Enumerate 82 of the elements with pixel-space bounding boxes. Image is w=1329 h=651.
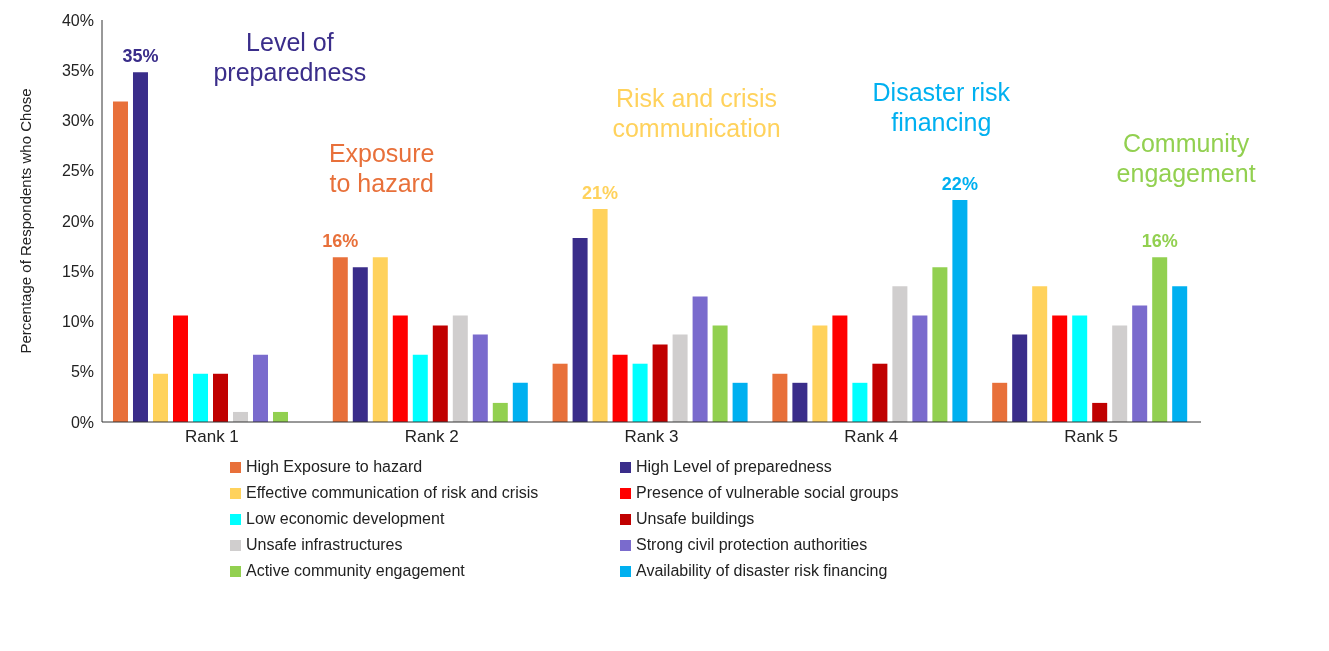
y-tick-label: 25% — [61, 162, 94, 180]
bar — [152, 373, 168, 422]
y-axis-title: Percentage of Respondents who Chose — [17, 88, 35, 354]
data-label: 21% — [582, 182, 619, 203]
bar — [992, 382, 1008, 422]
y-tick-label: 5% — [70, 363, 94, 381]
x-tick-label: Rank 4 — [844, 427, 899, 447]
bar — [372, 257, 388, 422]
bar — [452, 315, 468, 422]
annotation: Exposure to hazard — [328, 138, 435, 197]
bar — [852, 382, 868, 422]
bar — [772, 373, 788, 422]
x-tick-label: Rank 5 — [1064, 427, 1119, 447]
annotation: Disaster risk financing — [872, 78, 1011, 137]
bar — [1092, 402, 1108, 422]
bar — [1112, 325, 1128, 422]
annotation: Community engagement — [1116, 128, 1256, 187]
bar — [432, 325, 448, 422]
annotation: Level of preparedness — [213, 28, 367, 87]
legend-label: High Exposure to hazard — [246, 458, 423, 476]
y-tick-label: 20% — [61, 212, 94, 230]
bar — [652, 344, 668, 422]
bar — [172, 315, 188, 422]
data-label: 16% — [1141, 231, 1178, 252]
bar — [812, 325, 828, 422]
y-tick-label: 30% — [61, 112, 94, 130]
bar — [492, 402, 508, 422]
bar — [672, 334, 688, 422]
bar — [872, 363, 888, 422]
bar — [892, 286, 908, 422]
y-tick-label: 40% — [61, 11, 94, 29]
bar — [1012, 334, 1028, 422]
data-label: 16% — [322, 231, 359, 252]
annotation: Risk and crisis communication — [612, 83, 781, 142]
legend-label: Active community engagement — [246, 562, 465, 580]
legend-label: Availability of disaster risk financing — [636, 562, 888, 580]
y-tick-label: 35% — [61, 61, 94, 79]
bar — [632, 363, 648, 422]
legend-label: High Level of preparedness — [636, 458, 832, 476]
legend-label: Low economic development — [246, 510, 445, 528]
bar — [212, 373, 228, 422]
legend-label: Unsafe buildings — [636, 510, 755, 528]
y-tick-label: 15% — [61, 262, 94, 280]
legend-label: Effective communication of risk and crisis — [246, 484, 539, 502]
data-label: 22% — [941, 173, 978, 194]
bar — [352, 267, 368, 422]
bar — [692, 296, 708, 422]
y-tick-label: 10% — [61, 313, 94, 331]
bar — [952, 199, 968, 422]
bar — [392, 315, 408, 422]
bar — [332, 257, 348, 422]
x-tick-label: Rank 1 — [184, 427, 239, 447]
bar — [412, 354, 428, 422]
bar — [732, 382, 748, 422]
x-tick-label: Rank 2 — [404, 427, 459, 447]
legend-label: Strong civil protection authorities — [636, 536, 868, 554]
legend-label: Unsafe infrastructures — [246, 536, 403, 554]
legend-label: Presence of vulnerable social groups — [636, 484, 899, 502]
bar — [592, 208, 608, 422]
bar — [112, 101, 128, 422]
bar — [1172, 286, 1188, 422]
bar — [512, 382, 528, 422]
bar — [1052, 315, 1068, 422]
bar — [472, 334, 488, 422]
bar — [132, 72, 148, 422]
bar — [192, 373, 208, 422]
bar — [612, 354, 628, 422]
bar — [1152, 257, 1168, 422]
bar — [1032, 286, 1048, 422]
bar — [832, 315, 848, 422]
bar — [1132, 305, 1148, 422]
bar — [572, 238, 588, 422]
bar — [552, 363, 568, 422]
bar — [1072, 315, 1088, 422]
y-tick-label: 0% — [70, 413, 94, 431]
bar — [912, 315, 928, 422]
data-label: 35% — [122, 46, 159, 67]
bar — [792, 382, 808, 422]
bar — [712, 325, 728, 422]
bar — [252, 354, 268, 422]
bar — [932, 267, 948, 422]
x-tick-label: Rank 3 — [624, 427, 679, 447]
